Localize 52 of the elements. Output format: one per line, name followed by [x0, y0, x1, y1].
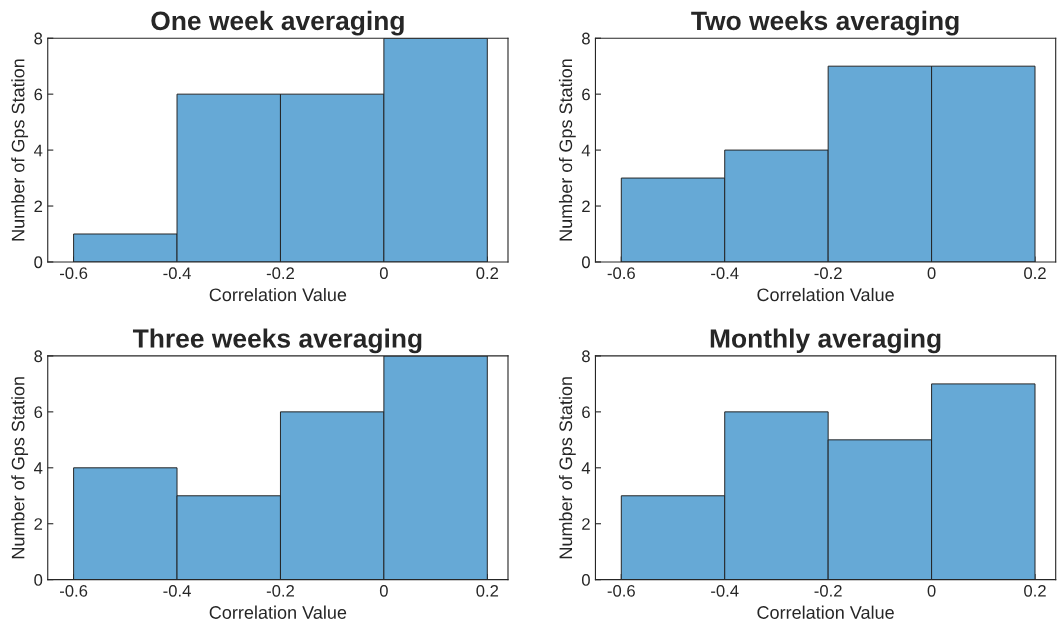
y-tick-label: 2 — [582, 200, 590, 213]
y-tick-label: 8 — [34, 32, 43, 45]
x-tick-label: -0.6 — [59, 267, 88, 280]
chart-title: Three weeks averaging — [132, 328, 422, 354]
x-tick-label: 0 — [927, 584, 936, 597]
x-tick-label: -0.6 — [607, 584, 635, 597]
x-tick-label: 0 — [927, 267, 936, 280]
y-tick-label: 4 — [34, 462, 43, 474]
y-tick-label: 6 — [582, 88, 590, 101]
x-tick-label: 0.2 — [476, 267, 499, 280]
x-tick-label: -0.4 — [711, 267, 739, 280]
chart-title: One week averaging — [151, 10, 404, 36]
y-tick-label: 4 — [34, 144, 43, 157]
y-tick-label: 2 — [582, 518, 590, 530]
y-tick-label: 0 — [581, 574, 590, 586]
x-tick-label: -0.2 — [266, 267, 294, 280]
x-tick-label: 0 — [379, 584, 388, 597]
y-tick-label: 8 — [34, 350, 43, 363]
x-tick-label: -0.2 — [814, 584, 842, 597]
y-tick-label: 8 — [582, 350, 590, 363]
y-tick-label: 4 — [581, 144, 591, 157]
x-axis-title: Correlation Value — [757, 287, 894, 302]
y-tick-label: 0 — [34, 256, 43, 269]
x-tick-label: -0.6 — [59, 584, 88, 597]
y-tick-label: 0 — [34, 574, 43, 586]
y-tick-label: 4 — [581, 462, 591, 474]
y-tick-label: 2 — [34, 518, 43, 530]
x-tick-label: -0.2 — [266, 584, 294, 597]
y-axis-title: Number of Gps Station — [558, 377, 576, 559]
x-tick-label: 0.2 — [476, 584, 499, 597]
x-axis-title: Correlation Value — [757, 605, 894, 619]
y-axis-title: Number of Gps Station — [11, 377, 29, 559]
x-tick-label: -0.4 — [163, 584, 191, 597]
y-tick-label: 0 — [581, 256, 590, 269]
x-tick-label: -0.2 — [814, 267, 842, 280]
x-axis-title: Correlation Value — [209, 605, 347, 619]
y-tick-label: 8 — [582, 32, 590, 45]
x-tick-label: -0.4 — [163, 267, 191, 280]
y-axis-title: Number of Gps Station — [558, 59, 576, 241]
y-tick-label: 6 — [582, 406, 590, 419]
y-axis-title: Number of Gps Station — [11, 59, 29, 241]
x-tick-label: -0.4 — [711, 584, 739, 597]
y-tick-label: 2 — [34, 200, 43, 213]
x-tick-label: 0.2 — [1024, 267, 1046, 280]
x-tick-label: -0.6 — [607, 267, 635, 280]
x-tick-label: 0 — [379, 267, 388, 280]
chart-title: Monthly averaging — [710, 328, 941, 354]
x-axis-title: Correlation Value — [209, 287, 347, 302]
y-tick-label: 6 — [34, 88, 43, 101]
chart-title: Two weeks averaging — [691, 10, 959, 36]
x-tick-label: 0.2 — [1024, 584, 1046, 597]
y-tick-label: 6 — [34, 406, 43, 419]
